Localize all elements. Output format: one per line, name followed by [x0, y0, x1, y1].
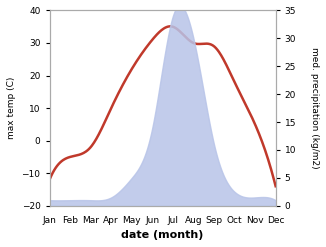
Y-axis label: max temp (C): max temp (C)	[7, 77, 16, 139]
Y-axis label: med. precipitation (kg/m2): med. precipitation (kg/m2)	[310, 47, 319, 169]
X-axis label: date (month): date (month)	[121, 230, 204, 240]
